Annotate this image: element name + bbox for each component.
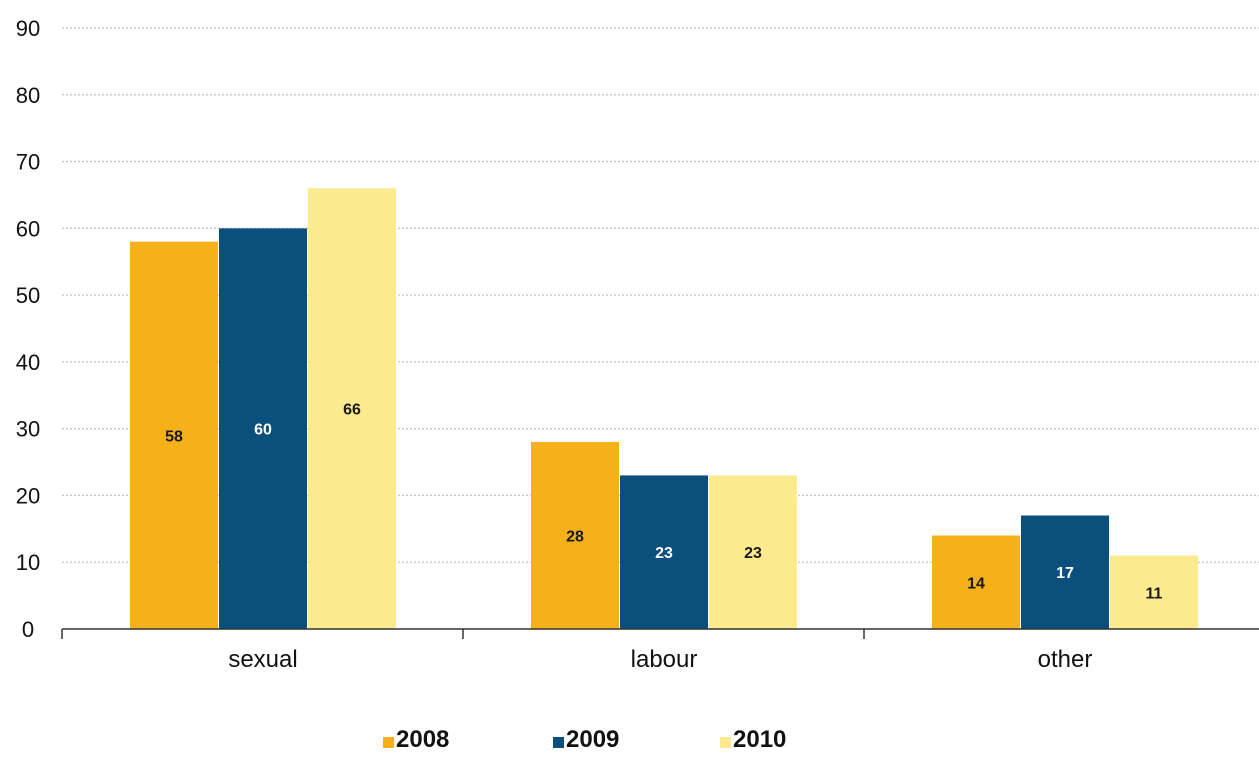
data-label-2010-other: 11	[1146, 585, 1163, 602]
x-tick-label-sexual: sexual	[228, 646, 297, 673]
data-label-2009-sexual: 60	[254, 422, 272, 439]
y-tick-label: 90	[16, 16, 40, 41]
bar-2009-other	[1021, 515, 1109, 629]
data-label-2010-labour: 23	[744, 545, 762, 562]
y-tick-label: 60	[16, 216, 40, 241]
x-tick-label-labour: labour	[631, 646, 698, 673]
legend-item-2009: 2009	[553, 726, 619, 754]
y-tick-label: 80	[16, 83, 40, 108]
legend-label: 2010	[733, 726, 787, 753]
legend-swatch	[720, 736, 731, 748]
y-axis-ticks: 0 10 20 30 40 50 60 70 80 90	[16, 16, 40, 642]
bar-2010-labour	[709, 475, 797, 629]
legend-swatch	[553, 736, 564, 748]
bar-2010-sexual	[308, 188, 396, 629]
data-label-2008-labour: 28	[566, 529, 584, 546]
x-tick-label-other: other	[1038, 646, 1093, 673]
x-axis-ticks: sexual labour other	[228, 646, 1092, 673]
legend-swatch	[383, 736, 394, 748]
legend-item-2010: 2010	[720, 726, 786, 754]
legend-label: 2008	[396, 726, 450, 753]
bar-2008-sexual	[130, 241, 218, 629]
y-tick-label: 70	[16, 150, 40, 175]
legend: 2008 2009 2010	[0, 726, 1259, 758]
y-tick-label: 0	[22, 617, 34, 642]
data-label-2008-other: 14	[967, 575, 985, 592]
bars	[130, 188, 1198, 630]
legend-label: 2009	[566, 726, 620, 753]
data-label-2010-sexual: 66	[343, 402, 361, 419]
bar-2009-labour	[620, 475, 708, 629]
bar-2010-other	[1110, 555, 1198, 629]
data-labels: 58 28 14 60 23 17 66 23 11	[165, 402, 1162, 603]
data-label-2009-labour: 23	[655, 545, 673, 562]
bar-2008-other	[932, 535, 1020, 629]
y-tick-label: 30	[16, 417, 40, 442]
bar-2009-sexual	[219, 228, 307, 630]
legend-item-2008: 2008	[383, 726, 449, 754]
data-label-2009-other: 17	[1056, 565, 1074, 582]
y-tick-label: 10	[16, 550, 40, 575]
y-tick-label: 40	[16, 350, 40, 375]
data-label-2008-sexual: 58	[165, 428, 183, 445]
y-tick-label: 50	[16, 283, 40, 308]
x-axis	[61, 628, 1259, 639]
y-tick-label: 20	[16, 483, 40, 508]
bar-chart: 0 10 20 30 40 50 60 70 80 90 58 28 14 60 23 17 66 23 11 s…	[16, 16, 1259, 673]
bar-2008-labour	[531, 442, 619, 629]
